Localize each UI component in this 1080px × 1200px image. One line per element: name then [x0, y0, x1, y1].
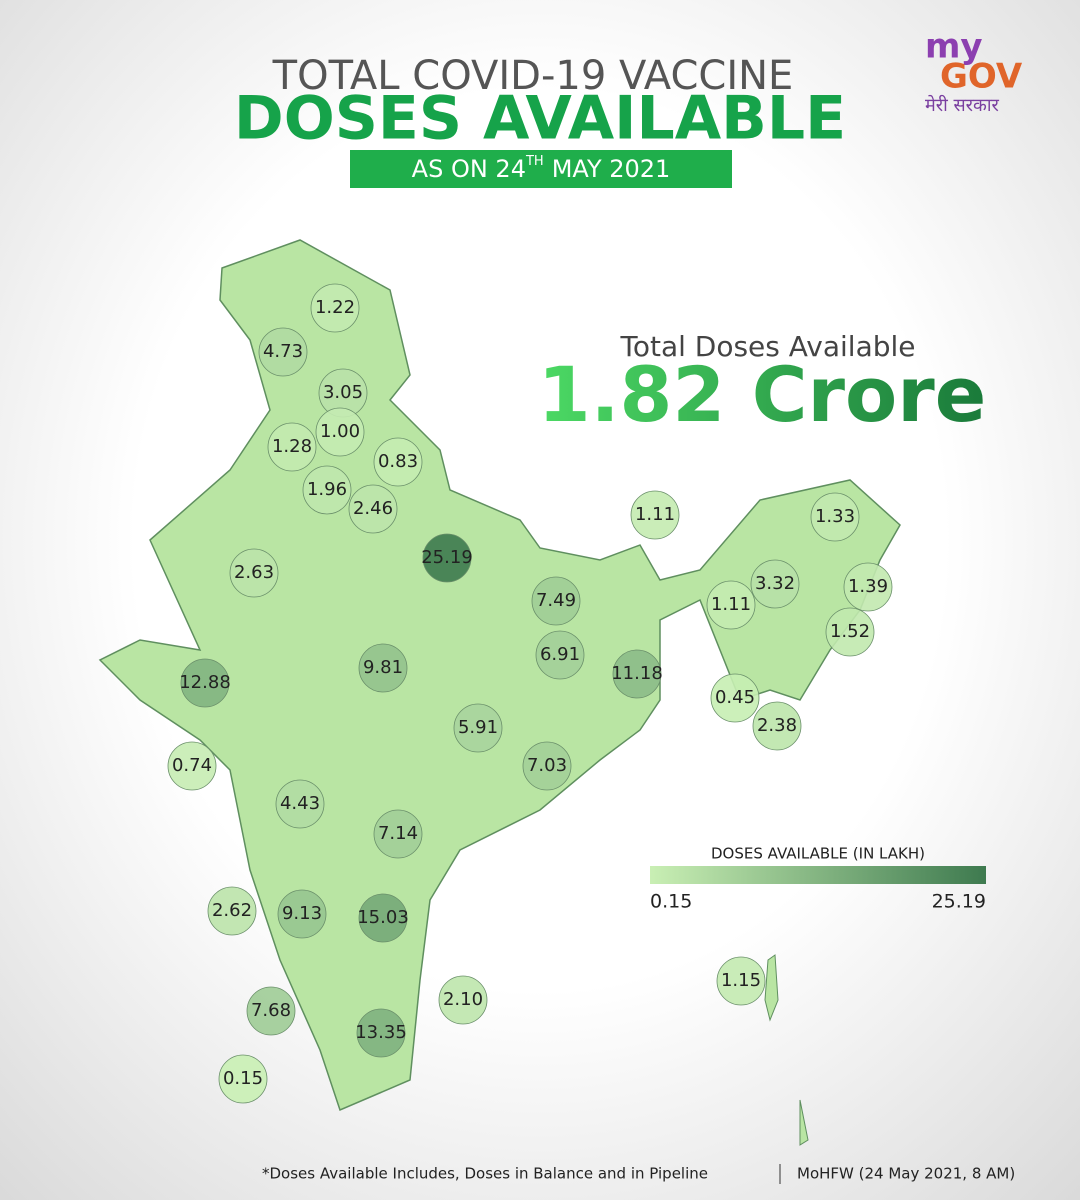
total-label: Total Doses Available [619, 330, 915, 363]
logo-hindi: मेरी सरकार [925, 94, 1000, 116]
region-label: 3.32 [755, 573, 795, 594]
region [348, 484, 398, 534]
map: 1.22 4.73 3.05 1.28 1.00 0.83 1.96 2.46 25.19 2.6… [98, 239, 901, 1146]
title-line1: TOTAL COVID-19 VACCINE [272, 53, 794, 99]
region-label: 15.03 [357, 907, 409, 928]
region [630, 490, 680, 540]
region-label: 1.39 [848, 576, 888, 597]
region [218, 1054, 268, 1104]
region [310, 283, 360, 333]
region [710, 673, 760, 723]
region-label: 0.74 [172, 755, 212, 776]
region-label: 6.91 [540, 644, 580, 665]
region-label: 13.35 [355, 1022, 407, 1043]
date-banner [350, 150, 732, 188]
region-label: 0.45 [715, 687, 755, 708]
region-label: 9.81 [363, 657, 403, 678]
region [810, 492, 860, 542]
region-label: 12.88 [179, 672, 231, 693]
region [752, 701, 802, 751]
region-label: 7.03 [527, 755, 567, 776]
region-label: 2.63 [234, 562, 274, 583]
region-label: 1.11 [635, 504, 675, 525]
region-label: 7.49 [536, 590, 576, 611]
region-label: 4.43 [280, 793, 320, 814]
region [422, 533, 472, 583]
logo-my: my [925, 27, 983, 67]
region [706, 580, 756, 630]
region-label: 9.13 [282, 903, 322, 924]
region-label: 3.05 [323, 382, 363, 403]
region [167, 741, 217, 791]
region [180, 658, 230, 708]
region-label: 2.62 [212, 900, 252, 921]
region-label: 1.33 [815, 506, 855, 527]
region-label: 7.68 [251, 1000, 291, 1021]
region [825, 607, 875, 657]
region-label: 1.96 [307, 479, 347, 500]
region-label: 2.10 [443, 989, 483, 1010]
region-label: 0.83 [378, 451, 418, 472]
date: AS ON 24TH MAY 2021 [412, 154, 671, 184]
region [275, 779, 325, 829]
region [302, 465, 352, 515]
date-sup: TH [525, 154, 544, 169]
region-label: 1.11 [711, 594, 751, 615]
region-label: 2.46 [353, 498, 393, 519]
region-label: 0.15 [223, 1068, 263, 1089]
region [229, 548, 279, 598]
region [267, 422, 317, 472]
region [358, 893, 408, 943]
region-label: 1.00 [320, 421, 360, 442]
legend-gradient [650, 866, 986, 884]
region-label: 25.19 [421, 547, 473, 568]
region-label: 1.22 [315, 297, 355, 318]
region [750, 559, 800, 609]
region [358, 643, 408, 693]
region-label: 2.38 [757, 715, 797, 736]
region [716, 956, 766, 1006]
region-label: 5.91 [458, 717, 498, 738]
region [258, 327, 308, 377]
title-line2: DOSES AVAILABLE [234, 84, 846, 154]
date-prefix: AS ON 24 [412, 155, 526, 183]
region [531, 576, 581, 626]
footer-source: MoHFW (24 May 2021, 8 AM) [797, 1165, 1015, 1183]
legend-max: 25.19 [932, 891, 986, 913]
region [438, 975, 488, 1025]
islands-outline [764, 954, 809, 1146]
region [277, 889, 327, 939]
legend-min: 0.15 [650, 891, 692, 913]
region-label: 1.52 [830, 621, 870, 642]
region-label: 4.73 [263, 341, 303, 362]
region-label: 7.14 [378, 823, 418, 844]
date-suffix: MAY 2021 [552, 155, 671, 183]
total-value: 1.82 Crore [538, 350, 986, 439]
region-label: 1.15 [721, 970, 761, 991]
region-label: 1.28 [272, 436, 312, 457]
legend-title: DOSES AVAILABLE (IN LAKH) [711, 845, 925, 863]
region [612, 649, 662, 699]
region [373, 437, 423, 487]
region [373, 809, 423, 859]
logo-gov: GOV [940, 57, 1023, 97]
region [315, 407, 365, 457]
region [246, 986, 296, 1036]
region [207, 886, 257, 936]
region [522, 741, 572, 791]
region [843, 562, 893, 612]
region [453, 703, 503, 753]
region [535, 630, 585, 680]
legend: DOSES AVAILABLE (IN LAKH) 0.15 25.19 [650, 845, 986, 913]
region [356, 1008, 406, 1058]
region-label: 11.18 [611, 663, 663, 684]
footer-note: *Doses Available Includes, Doses in Bala… [262, 1165, 708, 1183]
